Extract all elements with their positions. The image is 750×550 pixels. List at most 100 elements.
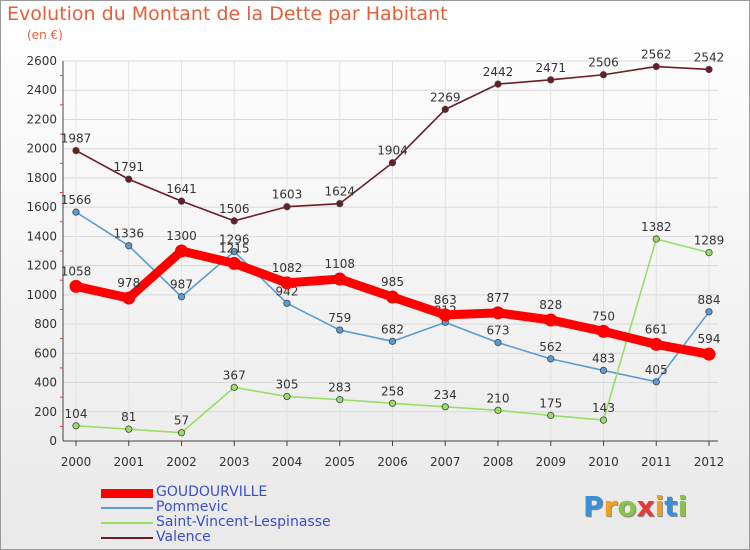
data-label: 1296 <box>219 233 250 247</box>
logo-letter: P <box>583 490 604 523</box>
data-label: 1336 <box>113 227 144 241</box>
x-tick-label: 2008 <box>483 455 514 469</box>
data-point <box>177 429 186 437</box>
logo-letter: i <box>654 490 665 523</box>
data-label: 305 <box>276 377 299 391</box>
y-tick-label: 2000 <box>26 142 57 156</box>
legend-swatch <box>101 507 153 509</box>
data-label: 1987 <box>61 132 92 146</box>
data-point <box>175 244 188 258</box>
data-point <box>705 308 713 316</box>
y-tick-label: 1400 <box>26 229 57 243</box>
x-tick-label: 2012 <box>694 455 725 469</box>
data-point <box>494 339 502 347</box>
data-point <box>702 347 716 361</box>
data-point <box>227 256 241 270</box>
data-label: 682 <box>381 322 404 336</box>
data-point <box>652 235 660 243</box>
legend-label: GOUDOURVILLE <box>156 484 268 500</box>
data-point <box>544 313 558 327</box>
logo-letter: t <box>664 490 678 523</box>
data-point <box>283 392 291 401</box>
data-label: 175 <box>539 396 562 410</box>
data-label: 104 <box>65 407 88 421</box>
data-point <box>547 355 555 363</box>
data-label: 210 <box>487 391 510 405</box>
legend-swatch <box>101 522 153 524</box>
data-point <box>441 403 449 411</box>
data-point <box>441 105 449 113</box>
data-label: 1506 <box>219 202 250 216</box>
y-tick-label: 1000 <box>26 288 57 302</box>
data-label: 759 <box>328 311 351 325</box>
legend-label: Pommevic <box>156 499 229 515</box>
data-point <box>230 383 238 391</box>
data-label: 1624 <box>324 185 355 199</box>
data-point <box>230 217 238 225</box>
data-label: 1791 <box>113 160 144 174</box>
data-point <box>125 175 133 183</box>
data-point <box>491 306 505 320</box>
logo-letter: o <box>617 490 637 523</box>
y-tick-label: 0 <box>49 434 57 448</box>
y-tick-label: 400 <box>34 376 57 390</box>
x-tick-label: 2002 <box>166 455 197 469</box>
data-point <box>705 65 713 74</box>
legend-swatch <box>101 488 153 498</box>
data-label: 1382 <box>641 220 672 234</box>
data-point <box>438 308 452 322</box>
data-point <box>652 62 660 71</box>
data-point <box>597 324 610 338</box>
data-point <box>125 425 133 433</box>
data-label: 1300 <box>166 229 197 243</box>
data-label: 1289 <box>694 234 725 248</box>
data-point <box>283 203 291 211</box>
y-tick-label: 1600 <box>26 200 57 214</box>
data-point <box>336 326 344 334</box>
data-label: 1904 <box>377 144 408 158</box>
legend-swatch <box>101 537 153 539</box>
legend-label: Saint-Vincent-Lespinasse <box>156 514 331 530</box>
data-label: 863 <box>434 293 457 307</box>
data-point <box>177 293 186 301</box>
data-point <box>72 208 80 216</box>
data-label: 985 <box>381 275 404 289</box>
data-point <box>599 416 608 424</box>
data-point <box>336 200 344 208</box>
y-tick-label: 1200 <box>26 259 57 273</box>
chart-subtitle: (en €) <box>27 28 63 42</box>
x-tick-label: 2007 <box>430 455 461 469</box>
data-label: 884 <box>698 293 721 307</box>
data-label: 1058 <box>61 264 92 278</box>
data-label: 1603 <box>272 188 303 202</box>
data-point <box>599 71 608 79</box>
data-label: 405 <box>645 363 668 377</box>
data-label: 1108 <box>324 257 355 271</box>
data-point <box>652 378 660 386</box>
data-label: 942 <box>276 284 299 298</box>
x-tick-label: 2000 <box>61 455 92 469</box>
data-label: 978 <box>117 276 140 290</box>
y-tick-label: 800 <box>34 317 57 331</box>
x-tick-label: 2006 <box>377 455 408 469</box>
data-label: 81 <box>121 410 136 424</box>
data-point <box>388 159 397 167</box>
data-label: 594 <box>698 332 721 346</box>
data-point <box>494 406 502 414</box>
y-tick-label: 600 <box>34 346 57 360</box>
data-label: 483 <box>592 351 615 365</box>
data-label: 258 <box>381 384 404 398</box>
data-point <box>177 197 186 205</box>
data-point <box>280 276 294 290</box>
data-label: 828 <box>539 298 562 312</box>
data-point <box>599 366 608 375</box>
data-point <box>283 299 291 307</box>
proxiti-logo: Proxiti <box>583 490 687 523</box>
data-label: 57 <box>174 414 189 428</box>
data-point <box>336 396 344 404</box>
x-tick-label: 2010 <box>588 455 619 469</box>
x-tick-label: 2011 <box>641 455 672 469</box>
data-point <box>125 242 133 250</box>
data-label: 1082 <box>272 261 303 275</box>
